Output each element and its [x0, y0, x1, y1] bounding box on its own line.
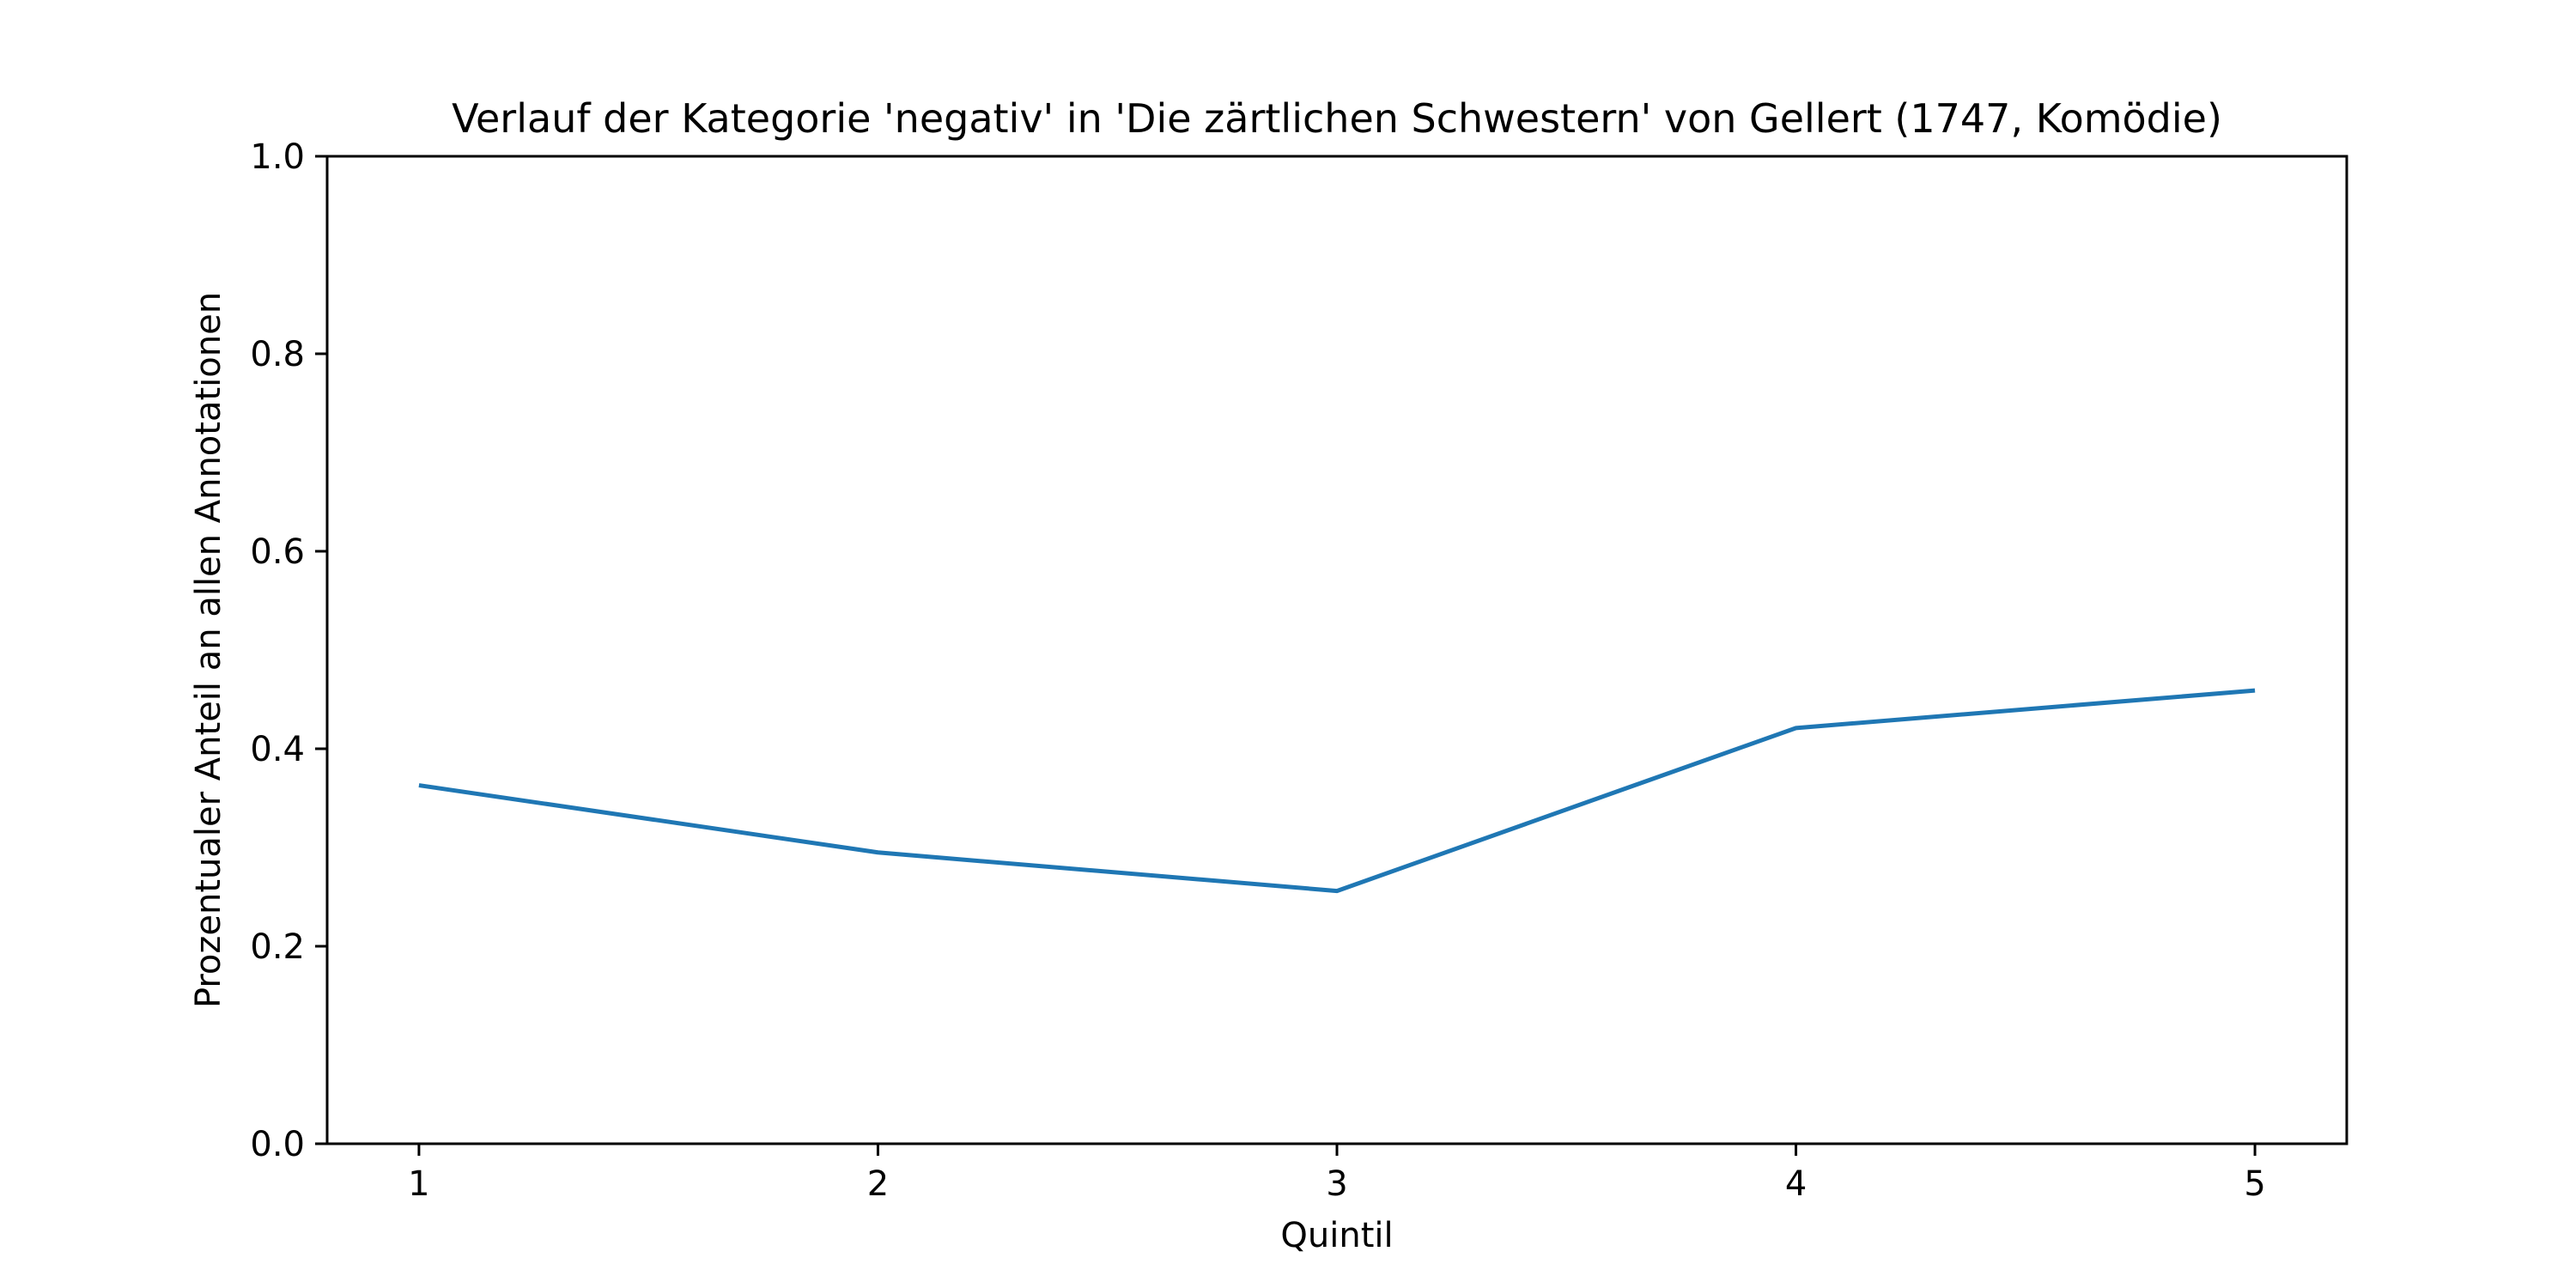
y-tick-label: 0.4 [250, 730, 305, 769]
plot-series [418, 688, 2256, 894]
x-axis-label: Quintil [1280, 1216, 1393, 1255]
plot-frame [325, 155, 2348, 1145]
x-tick-label: 1 [408, 1164, 429, 1204]
x-tick-label: 4 [1785, 1164, 1807, 1204]
x-tick-label: 3 [1326, 1164, 1347, 1204]
x-tick-label: 5 [2244, 1164, 2265, 1204]
y-axis-ticks: 0.0 0.2 0.4 0.6 0.8 1.0 [250, 137, 327, 1164]
y-tick-label: 0.0 [250, 1125, 305, 1164]
y-tick-label: 0.8 [250, 335, 305, 374]
y-tick-label: 0.6 [250, 532, 305, 572]
y-tick-label: 1.0 [250, 137, 305, 177]
x-tick-label: 2 [867, 1164, 889, 1204]
chart-title: Verlauf der Kategorie 'negativ' in 'Die … [452, 95, 2222, 142]
x-axis-ticks: 1 2 3 4 5 [408, 1144, 2266, 1204]
y-tick-label: 0.2 [250, 927, 305, 967]
y-axis-label: Prozentualer Anteil an allen Annotatione… [189, 292, 228, 1008]
